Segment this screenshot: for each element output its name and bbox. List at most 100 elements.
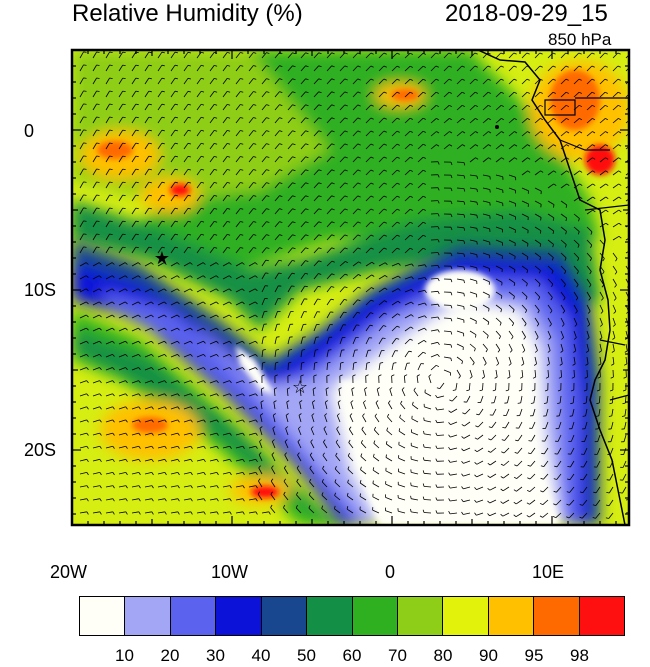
wind-barb bbox=[118, 432, 126, 436]
wind-barb-flag bbox=[604, 91, 608, 94]
wind-barb bbox=[274, 208, 280, 215]
wind-barb-flag bbox=[384, 275, 388, 278]
wind-barb bbox=[508, 187, 516, 191]
wind-barb bbox=[300, 143, 306, 150]
wind-barb bbox=[365, 143, 372, 150]
wind-barb-flag bbox=[200, 64, 205, 67]
wind-barb bbox=[612, 118, 619, 124]
wind-barb bbox=[209, 445, 217, 449]
wind-barb-flag bbox=[463, 201, 466, 205]
wind-barb-flag bbox=[86, 445, 89, 449]
wind-barb-flag bbox=[534, 350, 538, 353]
wind-barb bbox=[287, 285, 292, 293]
wind-barb bbox=[586, 105, 593, 111]
wind-barb bbox=[508, 265, 516, 270]
wind-barb bbox=[404, 301, 412, 306]
wind-barb bbox=[274, 195, 280, 202]
wind-barb-flag bbox=[287, 387, 291, 390]
wind-barb-flag bbox=[148, 155, 152, 158]
wind-barb bbox=[170, 367, 178, 371]
wind-barb bbox=[248, 472, 256, 475]
wind-barb-flag bbox=[229, 367, 232, 370]
wind-barb bbox=[469, 330, 477, 336]
wind-barb-flag bbox=[424, 277, 427, 281]
wind-barb-flag bbox=[409, 65, 413, 68]
wind-barb bbox=[183, 472, 191, 475]
wind-barb-flag bbox=[592, 183, 596, 186]
wind-barb-flag bbox=[83, 155, 87, 157]
wind-barb bbox=[144, 129, 150, 137]
wind-barb-flag bbox=[228, 288, 232, 292]
wind-barb bbox=[573, 343, 577, 351]
wind-barb-flag bbox=[266, 117, 270, 119]
wind-barb-flag bbox=[500, 65, 504, 68]
wind-barb-flag bbox=[422, 130, 426, 133]
wind-barb bbox=[170, 64, 176, 72]
wind-barb bbox=[596, 473, 601, 481]
wind-barb bbox=[404, 208, 411, 215]
wind-barb-flag bbox=[553, 131, 557, 134]
wind-barb bbox=[623, 434, 627, 442]
wind-barb-flag bbox=[177, 432, 180, 436]
wind-barb bbox=[521, 278, 528, 284]
wind-barb bbox=[560, 183, 567, 189]
wind-barb-flag bbox=[540, 144, 544, 147]
wind-barb bbox=[131, 472, 139, 475]
wind-barb bbox=[411, 485, 419, 488]
wind-barb bbox=[170, 288, 178, 293]
wind-barb-flag bbox=[283, 465, 287, 469]
wind-barb-flag bbox=[161, 64, 165, 67]
wind-barb bbox=[443, 330, 452, 332]
wind-barb-flag bbox=[292, 130, 296, 133]
wind-barb-flag bbox=[437, 187, 440, 191]
wind-barb-flag bbox=[461, 436, 465, 439]
wind-barb bbox=[183, 419, 191, 423]
wind-barb-flag bbox=[138, 445, 141, 449]
wind-barb-flag bbox=[357, 234, 361, 237]
wind-barb-flag bbox=[428, 374, 432, 377]
wind-barb-flag bbox=[125, 498, 128, 502]
wind-barb bbox=[560, 91, 567, 98]
wind-barb bbox=[534, 200, 542, 205]
wind-barb bbox=[170, 181, 176, 189]
wind-barb bbox=[144, 220, 150, 228]
wind-barb bbox=[131, 246, 137, 254]
wind-barb bbox=[559, 395, 562, 403]
wind-barb bbox=[222, 380, 230, 384]
wind-barb-flag bbox=[618, 222, 622, 226]
wind-barb-flag bbox=[242, 485, 245, 489]
wind-barb-flag bbox=[631, 105, 634, 106]
wind-barb-flag bbox=[437, 354, 440, 357]
wind-barb bbox=[170, 485, 178, 488]
wind-barb-flag bbox=[449, 144, 453, 147]
colorbar-label: 70 bbox=[388, 646, 407, 665]
wind-barb bbox=[196, 472, 204, 475]
wind-barb bbox=[404, 326, 411, 332]
wind-barb-flag bbox=[525, 310, 528, 313]
wind-barb-flag bbox=[266, 195, 270, 197]
wind-barb-flag bbox=[474, 437, 478, 440]
wind-barb bbox=[287, 52, 293, 59]
wind-barb bbox=[586, 118, 593, 124]
wind-barb-flag bbox=[190, 314, 193, 318]
wind-barb bbox=[531, 434, 536, 442]
wind-barb-flag bbox=[373, 426, 377, 430]
wind-barb-flag bbox=[86, 498, 89, 502]
wind-barb bbox=[79, 129, 84, 137]
wind-barb-flag bbox=[125, 419, 128, 423]
wind-barb-flag bbox=[86, 393, 89, 397]
wind-barb bbox=[521, 226, 529, 231]
wind-barb bbox=[469, 278, 477, 282]
wind-barb-flag bbox=[216, 445, 219, 449]
wind-barb bbox=[323, 441, 328, 449]
wind-barb bbox=[404, 247, 411, 254]
wind-barb-flag bbox=[164, 367, 167, 370]
wind-barb-flag bbox=[258, 478, 261, 482]
wind-barb-flag bbox=[305, 195, 309, 198]
wind-barb-flag bbox=[298, 426, 301, 429]
wind-barb bbox=[79, 327, 87, 332]
wind-barb-flag bbox=[566, 144, 570, 147]
wind-barb bbox=[478, 408, 484, 416]
wind-barb bbox=[469, 343, 476, 349]
wind-barb-flag bbox=[203, 327, 206, 331]
